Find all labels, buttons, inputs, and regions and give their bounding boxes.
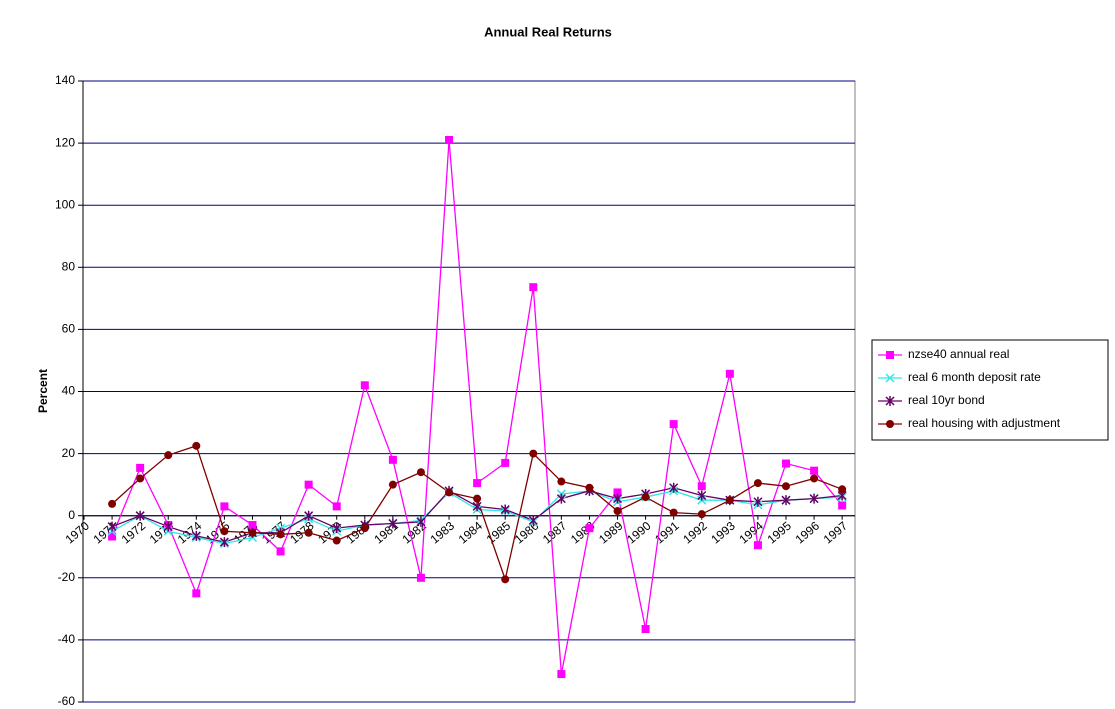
marker — [529, 283, 538, 292]
marker — [164, 451, 173, 460]
marker — [276, 530, 285, 539]
y-tick-label: 140 — [55, 73, 75, 87]
y-tick-label: -40 — [58, 632, 76, 646]
marker — [585, 483, 594, 492]
marker — [107, 521, 117, 532]
marker — [528, 515, 538, 526]
marker — [220, 502, 229, 511]
y-tick-label: 80 — [62, 259, 76, 273]
marker — [669, 420, 678, 429]
marker — [838, 485, 847, 494]
marker — [388, 480, 397, 489]
marker — [585, 524, 594, 533]
y-tick-label: -60 — [58, 694, 76, 708]
marker — [781, 495, 791, 506]
legend-label: real housing with adjustment — [908, 416, 1061, 430]
marker — [108, 499, 117, 508]
marker — [725, 369, 734, 378]
marker — [248, 528, 257, 537]
y-tick-label: 60 — [62, 322, 76, 336]
marker — [697, 490, 707, 501]
marker — [163, 521, 173, 532]
marker — [782, 482, 790, 491]
marker — [810, 466, 819, 475]
marker — [782, 459, 790, 468]
marker — [613, 507, 622, 516]
y-tick-label: 120 — [55, 135, 75, 149]
marker — [445, 135, 454, 144]
marker — [332, 502, 341, 511]
marker — [886, 420, 894, 428]
marker — [304, 510, 314, 521]
marker — [416, 573, 425, 582]
marker — [416, 468, 425, 477]
marker — [388, 455, 397, 464]
marker — [612, 493, 623, 504]
marker — [332, 523, 342, 534]
y-tick-label: 0 — [68, 508, 75, 522]
marker — [669, 482, 679, 493]
marker — [725, 496, 734, 505]
marker — [276, 547, 285, 556]
marker — [641, 493, 650, 502]
marker — [641, 625, 650, 634]
marker — [501, 575, 510, 584]
marker — [136, 474, 145, 483]
y-axis-title: Percent — [36, 369, 50, 413]
marker — [108, 532, 117, 541]
marker — [220, 527, 229, 536]
y-tick-label: 20 — [62, 446, 76, 460]
marker — [304, 480, 313, 489]
marker — [556, 493, 566, 504]
marker — [753, 479, 762, 488]
marker — [219, 537, 229, 548]
chart-title: Annual Real Returns — [484, 24, 612, 39]
marker — [332, 536, 341, 545]
y-tick-label: -20 — [58, 570, 76, 584]
marker — [753, 541, 762, 550]
marker — [445, 488, 454, 497]
marker — [697, 482, 706, 491]
marker — [360, 381, 369, 390]
marker — [885, 373, 895, 383]
y-tick-label: 100 — [55, 197, 75, 211]
legend-label: real 10yr bond — [908, 393, 985, 407]
marker — [192, 441, 201, 450]
marker — [501, 458, 510, 467]
marker — [886, 351, 894, 359]
marker — [500, 504, 510, 515]
marker — [810, 474, 819, 483]
y-tick-label: 40 — [62, 384, 76, 398]
marker — [838, 501, 847, 510]
legend: nzse40 annual real real 6 month deposit r… — [871, 339, 1109, 441]
marker — [473, 494, 482, 503]
marker — [557, 670, 566, 679]
marker — [248, 521, 257, 530]
marker — [360, 524, 369, 533]
marker — [613, 488, 622, 497]
marker — [191, 530, 201, 541]
marker — [885, 396, 895, 406]
marker — [416, 516, 426, 527]
marker — [472, 501, 482, 512]
marker — [529, 449, 538, 458]
marker — [304, 528, 313, 537]
marker — [557, 477, 566, 486]
marker — [473, 479, 482, 488]
legend-label: real 6 month deposit rate — [908, 370, 1041, 384]
marker — [135, 510, 145, 521]
marker — [753, 496, 763, 507]
legend-box — [871, 339, 1109, 441]
marker — [669, 508, 678, 517]
legend-label: nzse40 annual real — [908, 347, 1009, 361]
marker — [136, 463, 145, 472]
marker — [192, 589, 201, 598]
marker — [809, 493, 819, 504]
marker — [388, 518, 398, 529]
marker — [697, 510, 706, 519]
